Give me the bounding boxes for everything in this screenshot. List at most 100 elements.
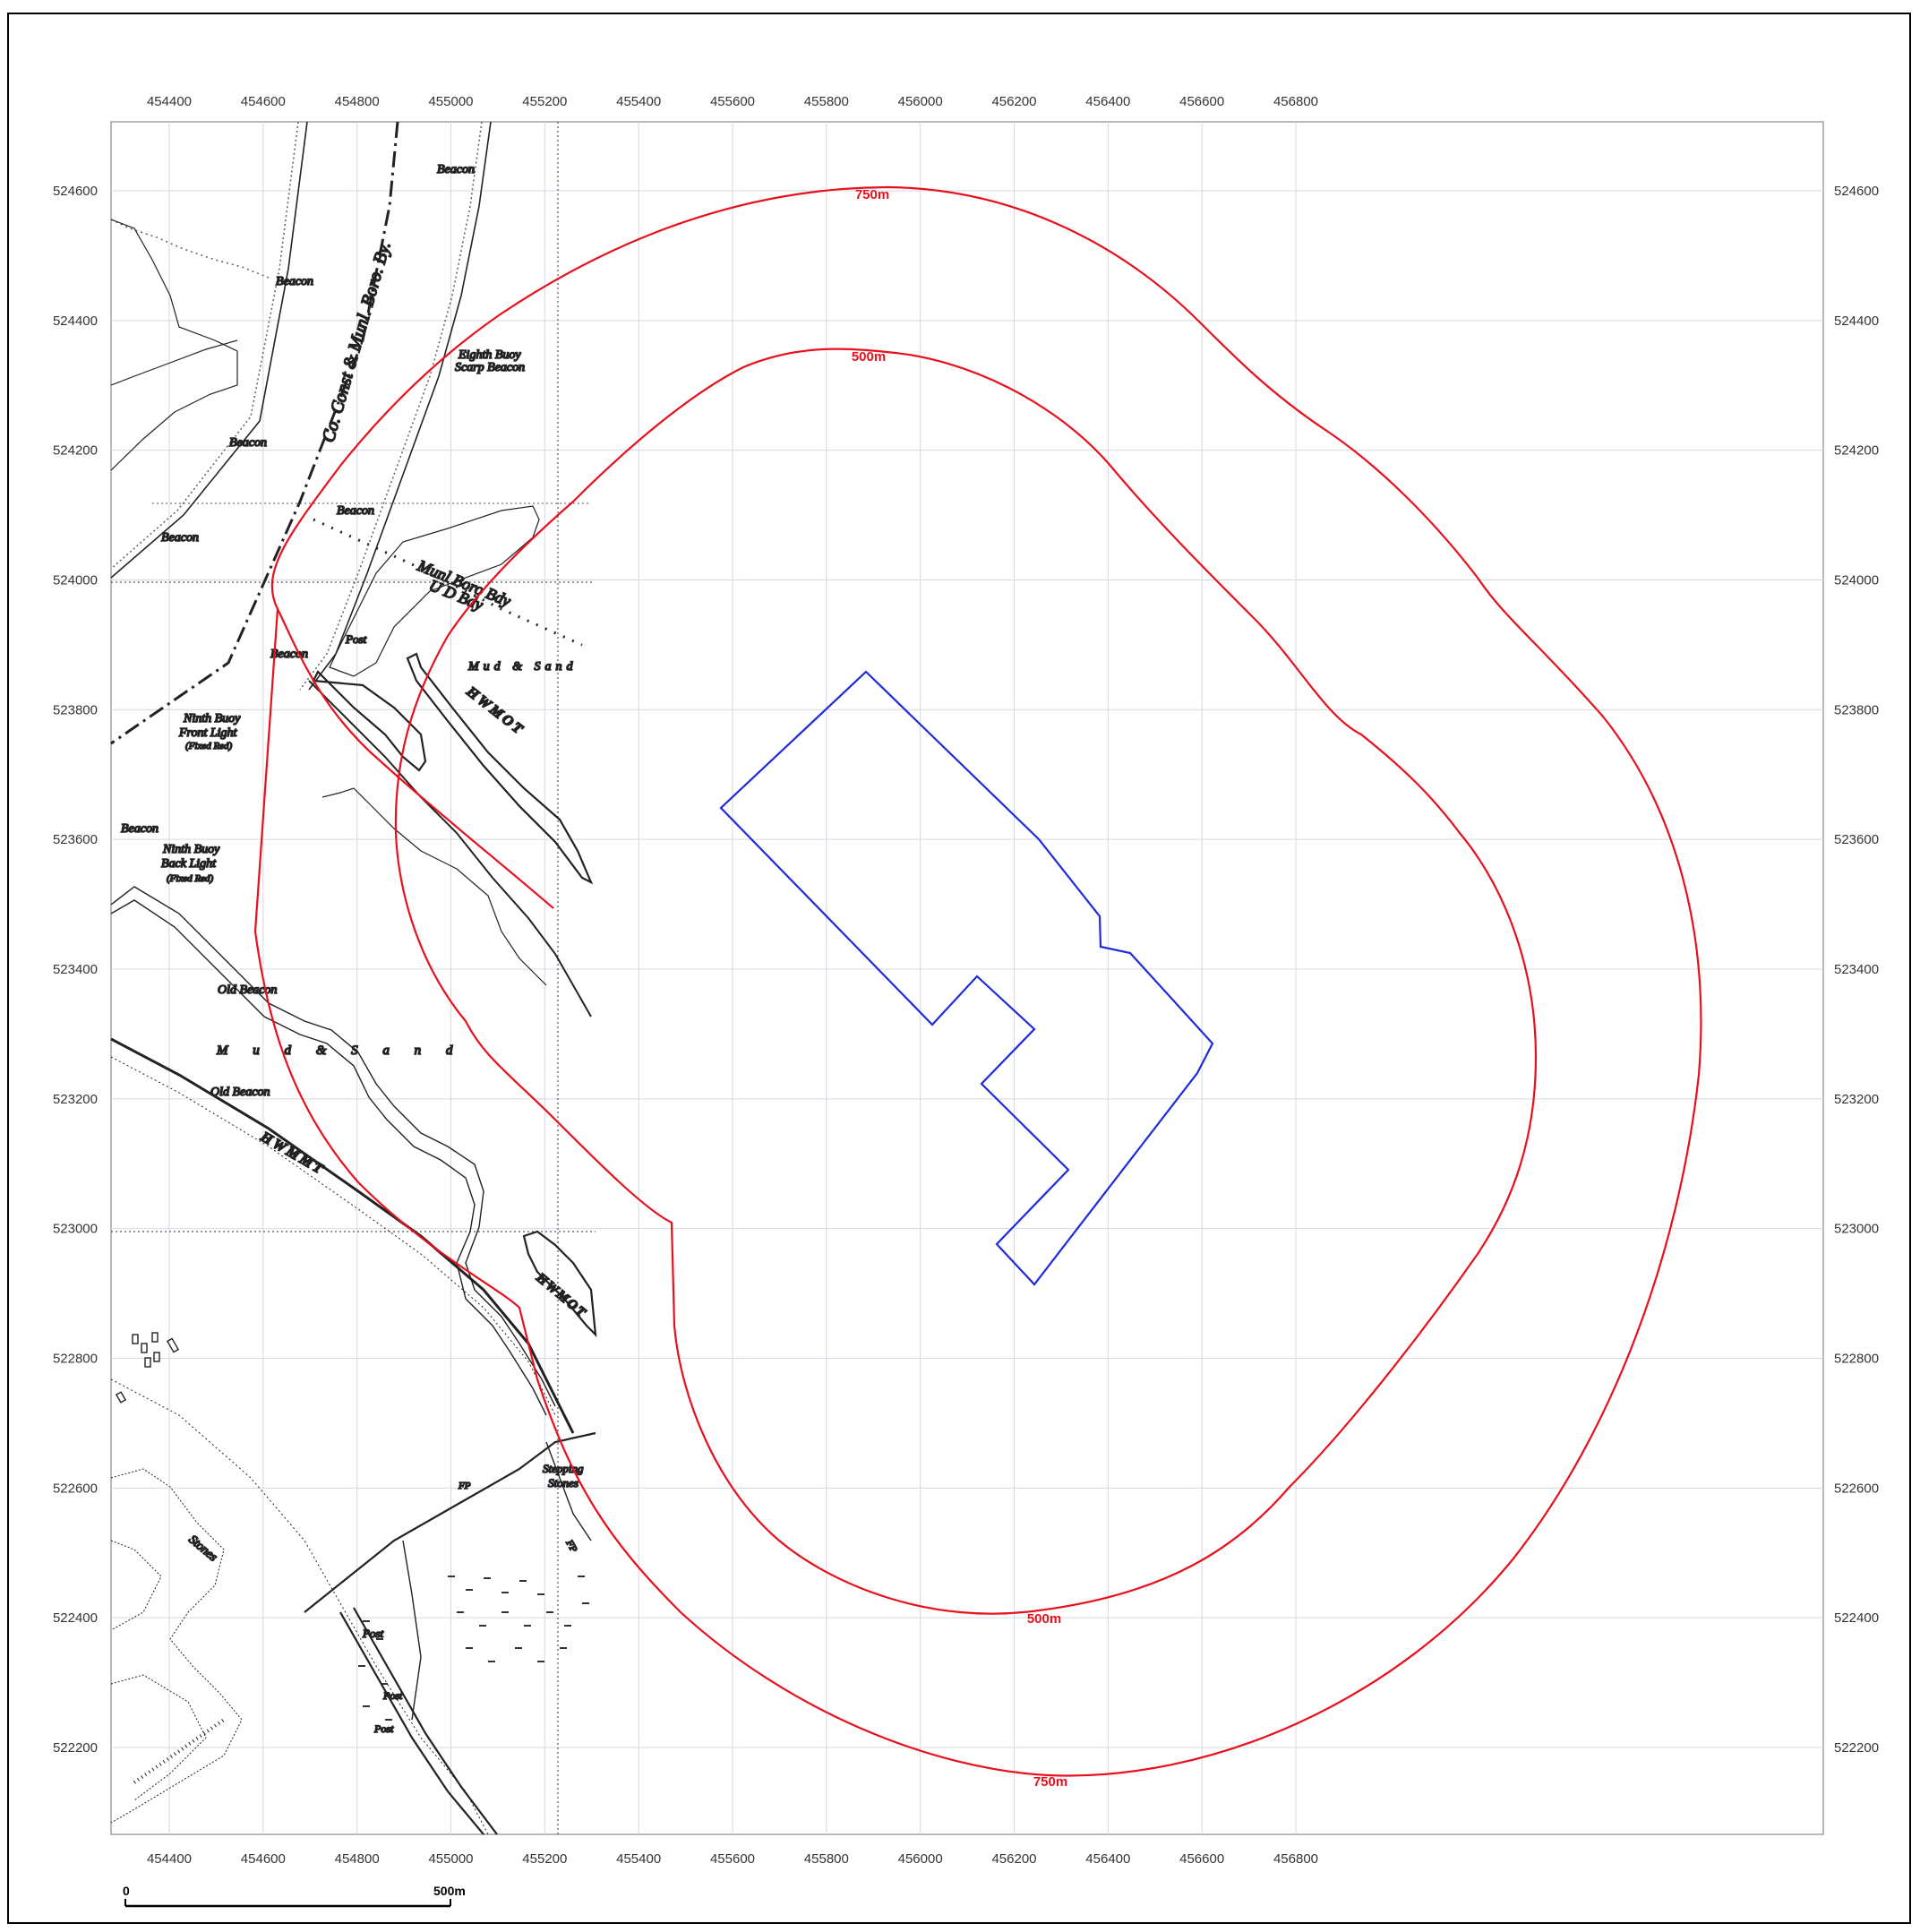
label-beacon: Beacon [437, 163, 475, 176]
easting-tick-label-bottom: 456000 [898, 1851, 943, 1867]
easting-tick-label-top: 455200 [522, 94, 567, 109]
road [339, 1611, 484, 1835]
label-stepping: Stepping [543, 1462, 584, 1475]
northing-tick-label-left: 524200 [53, 443, 98, 459]
marsh-outline [110, 1674, 207, 1801]
grid-tick-labels: 454400 454400 454600 454600 454800 454800 4550… [53, 94, 1879, 1867]
marsh-hatching [133, 1718, 226, 1784]
northing-tick-label-left: 522400 [53, 1610, 98, 1626]
easting-tick-label-top: 456600 [1179, 94, 1224, 109]
sandbank-outline [312, 670, 427, 772]
northing-tick-label-right: 523000 [1834, 1222, 1879, 1237]
buffer-500m-label: 500m [1027, 1611, 1061, 1627]
label-old-beacon: Old Beacon [218, 983, 277, 997]
label-hwmmt: HWMMT [257, 1129, 328, 1178]
label-fp: FP [458, 1481, 471, 1491]
buffer-750m-label: 750m [1033, 1774, 1067, 1790]
mudbank-outline [329, 505, 540, 677]
easting-tick-label-bottom: 456800 [1273, 1851, 1318, 1867]
easting-tick-label-bottom: 455400 [616, 1851, 661, 1867]
northing-tick-label-right: 523200 [1834, 1092, 1879, 1107]
label-ninth-buoy: Ninth Buoy [183, 712, 241, 726]
northing-tick-label-right: 524200 [1834, 443, 1879, 459]
map-frame [7, 13, 1911, 1924]
marsh-outline [110, 1540, 162, 1631]
scale-bar-start-label: 0 [123, 1884, 130, 1898]
buildings [115, 1332, 180, 1404]
northing-tick-label-right: 523600 [1834, 832, 1879, 847]
easting-tick-label-top: 454400 [147, 94, 192, 109]
sandbank-outline [406, 652, 594, 885]
label-beacon: Beacon [229, 436, 267, 450]
northing-tick-label-right: 522800 [1834, 1352, 1879, 1367]
channel-edge [110, 121, 299, 570]
northing-tick-label-left: 524400 [53, 313, 98, 329]
channel-edge [110, 121, 308, 579]
northing-tick-label-right: 524600 [1834, 184, 1879, 199]
creek [545, 1441, 592, 1541]
buffer-750m [253, 185, 1702, 1777]
easting-tick-label-bottom: 456400 [1085, 1851, 1130, 1867]
shore-dotted [110, 1378, 489, 1835]
grid [111, 122, 1823, 1834]
label-beacon: Beacon [121, 822, 159, 836]
label-back-light: Back Light [161, 857, 217, 871]
label-mud-sand-spaced: M u d & S a n d [216, 1043, 463, 1058]
easting-tick-label-bottom: 455200 [522, 1851, 567, 1867]
northing-tick-label-left: 523200 [53, 1092, 98, 1107]
sandbank-outline [522, 1230, 597, 1337]
easting-tick-label-bottom: 456600 [1179, 1851, 1224, 1867]
northing-tick-label-right: 523400 [1834, 962, 1879, 977]
label-fixed-red: (Fixed Red) [185, 741, 233, 751]
scale-bar-end-label: 500m [433, 1884, 466, 1898]
label-beacon: Beacon [276, 275, 313, 288]
easting-tick-label-top: 455600 [710, 94, 755, 109]
map-area-border [110, 121, 1824, 1835]
label-mud-sand: Mud & Sand [467, 660, 578, 674]
label-post: Post [382, 1689, 403, 1702]
creek-channel [110, 886, 556, 1407]
northing-tick-label-right: 524000 [1834, 573, 1879, 588]
label-fixed-red: (Fixed Red) [167, 873, 214, 884]
northing-tick-label-left: 522200 [53, 1740, 98, 1756]
easting-tick-label-top: 456000 [898, 94, 943, 109]
label-eighth-buoy: Eighth Buoy [458, 348, 521, 362]
label-front-light: Front Light [178, 726, 238, 740]
northing-tick-label-left: 523000 [53, 1222, 98, 1237]
borough-boundary-line [313, 518, 583, 647]
label-beacon: Beacon [270, 648, 308, 661]
easting-tick-label-top: 454800 [335, 94, 380, 109]
northing-tick-label-left: 524000 [53, 573, 98, 588]
easting-tick-label-top: 456800 [1273, 94, 1318, 109]
channel-edge [299, 121, 483, 691]
easting-tick-label-top: 456400 [1085, 94, 1130, 109]
label-scarp-beacon: Scarp Beacon [455, 361, 525, 374]
label-post: Post [362, 1627, 384, 1640]
northing-tick-label-right: 524400 [1834, 313, 1879, 329]
northing-tick-label-left: 522600 [53, 1481, 98, 1496]
hwmmt-line [110, 1056, 556, 1416]
marsh-symbols [358, 1576, 589, 1721]
label-hwmot: HWMOT [533, 1270, 589, 1321]
footpath [304, 1431, 596, 1613]
label-hwmot: HWMOT [463, 683, 527, 739]
label-beacon: Beacon [161, 531, 199, 545]
northing-tick-label-left: 524600 [53, 184, 98, 199]
northing-tick-label-right: 522400 [1834, 1610, 1879, 1626]
label-ninth-buoy: Ninth Buoy [162, 843, 220, 856]
buffer-500m-label: 500m [852, 349, 886, 365]
channel-edge [308, 121, 492, 691]
easting-tick-label-top: 456200 [991, 94, 1036, 109]
hwmmt-line [110, 1037, 575, 1434]
historic-basemap: Beacon Beacon Beacon Beacon Beacon Beaco… [110, 121, 597, 1835]
marsh-outline [110, 1468, 243, 1824]
label-beacon: Beacon [337, 504, 374, 518]
scale-bar: 0 500m [123, 1884, 466, 1908]
easting-tick-label-top: 455400 [616, 94, 661, 109]
creek [321, 787, 547, 986]
buffer-500m [394, 348, 1538, 1615]
northing-tick-label-right: 522600 [1834, 1481, 1879, 1496]
easting-tick-label-top: 455000 [428, 94, 473, 109]
northing-tick-label-right: 523800 [1834, 702, 1879, 717]
label-old-beacon: Old Beacon [210, 1086, 270, 1099]
